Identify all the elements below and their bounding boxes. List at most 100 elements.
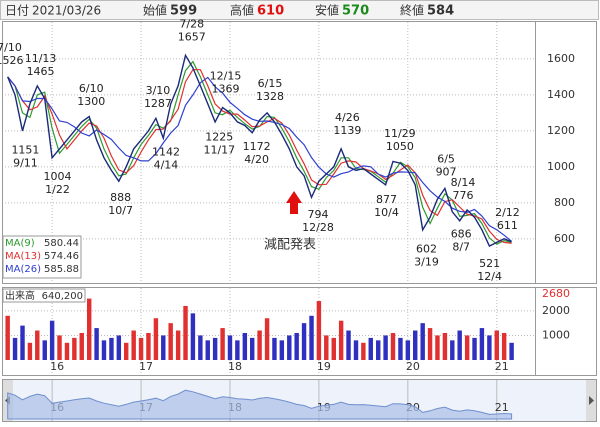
annotation-date: 4/20 <box>244 153 269 166</box>
volume-bar <box>138 337 144 360</box>
annotation-value: 1300 <box>77 95 105 108</box>
volume-bar <box>450 340 455 360</box>
volume-bar <box>183 305 188 360</box>
annotation-value: 877 <box>376 193 397 206</box>
volume-bar <box>420 323 425 360</box>
annotation-date: 10/7 <box>108 204 133 217</box>
close: 584 <box>427 4 454 19</box>
volume-bar <box>131 330 136 360</box>
volume-bar <box>5 315 10 360</box>
volume-bar <box>346 330 351 360</box>
annotation-value: 794 <box>308 208 329 221</box>
nav-area <box>7 389 513 420</box>
annotation-date: 7/10 <box>0 41 22 54</box>
volume-bar <box>86 298 92 360</box>
volume-bar <box>405 340 411 360</box>
volume-bar <box>324 335 329 360</box>
nav-arrow-right[interactable] <box>589 396 594 405</box>
annotation-value: 1526 <box>0 54 23 67</box>
annotation-date: 2/12 <box>495 206 520 219</box>
volume-bar <box>331 337 336 360</box>
annotation-value: 1004 <box>43 170 71 183</box>
volume-bar <box>94 328 99 360</box>
volume-bar <box>101 340 107 360</box>
y-tick-label: 1600 <box>547 52 575 65</box>
y-tick-label: 2000 <box>542 304 570 317</box>
volume-legend-box <box>2 288 86 303</box>
volume-bar <box>338 320 344 360</box>
annotation-value: 776 <box>452 189 473 202</box>
annotation-date: 3/19 <box>414 255 439 268</box>
annotation-date: 1/22 <box>45 183 70 196</box>
volume-bar <box>116 335 122 360</box>
volume-bar <box>301 323 307 360</box>
annotation-value: 1225 <box>205 130 233 143</box>
volume-bar <box>79 332 84 360</box>
annotation-value: 521 <box>479 257 500 270</box>
open: 599 <box>170 4 197 19</box>
volume-bar <box>161 335 166 360</box>
annotation-value: 1287 <box>144 97 172 110</box>
annotation-date: 6/10 <box>79 82 104 95</box>
annotation-date: 8/7 <box>452 240 470 253</box>
volume-bar <box>435 335 440 360</box>
volume-bar <box>316 301 322 360</box>
legend-name: MA(26) <box>5 264 41 275</box>
volume-bar <box>272 337 277 360</box>
annotation-value: 686 <box>451 227 472 240</box>
volume-bar <box>220 328 225 360</box>
annotation-date: 6/15 <box>258 77 283 90</box>
legend-value: 585.88 <box>44 264 79 275</box>
annotation-date: 4/14 <box>154 158 179 171</box>
y-tick-label: 1200 <box>547 124 575 137</box>
volume-bar <box>353 340 359 360</box>
volume-bar <box>509 342 514 360</box>
volume-bar <box>109 337 114 360</box>
annotation-value: 1050 <box>386 140 414 153</box>
annotation-date: 4/26 <box>335 111 360 124</box>
annotation-value: 1139 <box>333 124 361 137</box>
open-label: 始値 <box>143 3 167 18</box>
annotation-date: 8/14 <box>451 176 476 189</box>
volume-bar <box>457 330 462 360</box>
y-tick-label: 1000 <box>542 328 570 341</box>
annotation-date: 3/10 <box>146 84 171 97</box>
volume-bar <box>294 332 299 360</box>
low: 570 <box>342 4 369 19</box>
x-tick-label: 18 <box>228 360 242 373</box>
volume-bar <box>487 335 492 360</box>
y-tick-label: 600 <box>554 232 575 245</box>
volume-bar <box>427 328 433 360</box>
x-tick-label: 21 <box>495 360 509 373</box>
volume-bar <box>35 330 40 360</box>
volume-bar <box>72 337 77 360</box>
x-tick-label: 17 <box>139 360 153 373</box>
price-line <box>7 53 512 247</box>
price-panel <box>2 21 597 284</box>
volume-bar <box>309 315 314 360</box>
high: 610 <box>257 4 284 19</box>
annotation-date: 10/4 <box>374 206 399 219</box>
header-bar <box>0 0 599 20</box>
annotation-date: 7/28 <box>179 18 204 31</box>
volume-bar <box>57 335 62 360</box>
legend-value: 574.46 <box>44 251 79 262</box>
volume-bar <box>398 337 403 360</box>
volume-bar <box>464 335 470 360</box>
volume-bar <box>390 332 396 360</box>
volume-bar <box>235 340 240 360</box>
volume-bar <box>383 335 388 360</box>
volume-latest: 640,200 <box>42 291 83 302</box>
high-label: 高値 <box>230 3 254 18</box>
volume-bar <box>287 335 292 360</box>
legend-name: MA(9) <box>5 238 35 249</box>
volume-bar <box>20 325 25 360</box>
volume-bar <box>257 330 262 360</box>
nav-tick-label: 21 <box>495 401 509 414</box>
volume-bar <box>242 332 248 360</box>
volume-bar <box>123 342 129 360</box>
x-tick-label: 16 <box>50 360 64 373</box>
legend-value: 580.44 <box>44 238 79 249</box>
